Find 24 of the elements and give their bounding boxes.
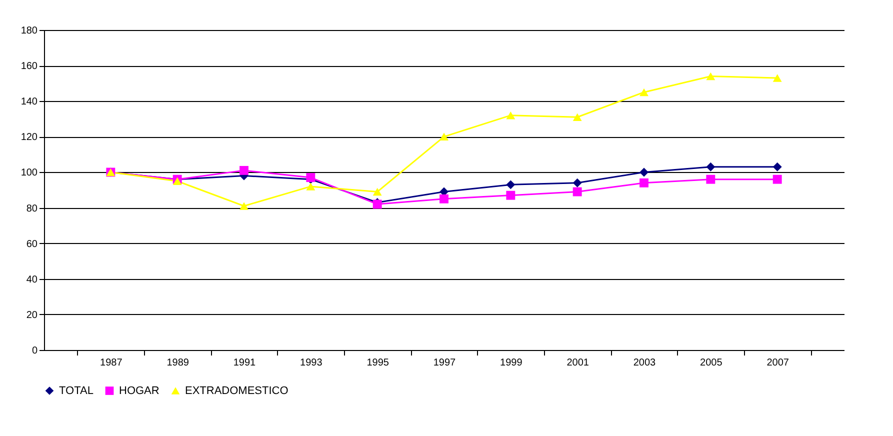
legend-label: EXTRADOMESTICO (185, 384, 289, 397)
x-tick-label: 1991 (233, 358, 256, 368)
x-tick-label: 2007 (766, 358, 790, 368)
x-tick-label: 1993 (300, 358, 323, 368)
x-tick-label: 1999 (500, 358, 523, 368)
y-tick-label: 60 (26, 238, 38, 250)
y-tick-label: 80 (26, 203, 38, 214)
legend-label: HOGAR (119, 384, 160, 397)
x-tick-label: 2001 (566, 358, 590, 368)
y-tick-label: 20 (26, 310, 38, 321)
y-tick-label: 40 (26, 274, 38, 286)
x-tick-label: 2005 (700, 358, 723, 368)
y-tick-label: 160 (20, 61, 38, 72)
x-tick-label: 2003 (633, 358, 656, 368)
x-tick-label: 1997 (433, 358, 456, 368)
y-tick-label: 120 (20, 132, 38, 144)
x-tick-label: 1989 (166, 358, 190, 368)
y-tick-label: 0 (32, 346, 38, 356)
y-tick-label: 100 (20, 168, 38, 179)
legend-label: TOTAL (59, 384, 94, 397)
x-tick-label: 1987 (100, 358, 123, 368)
x-tick-label: 1995 (366, 358, 390, 368)
y-tick-label: 180 (20, 26, 38, 36)
y-tick-label: 140 (20, 96, 38, 108)
